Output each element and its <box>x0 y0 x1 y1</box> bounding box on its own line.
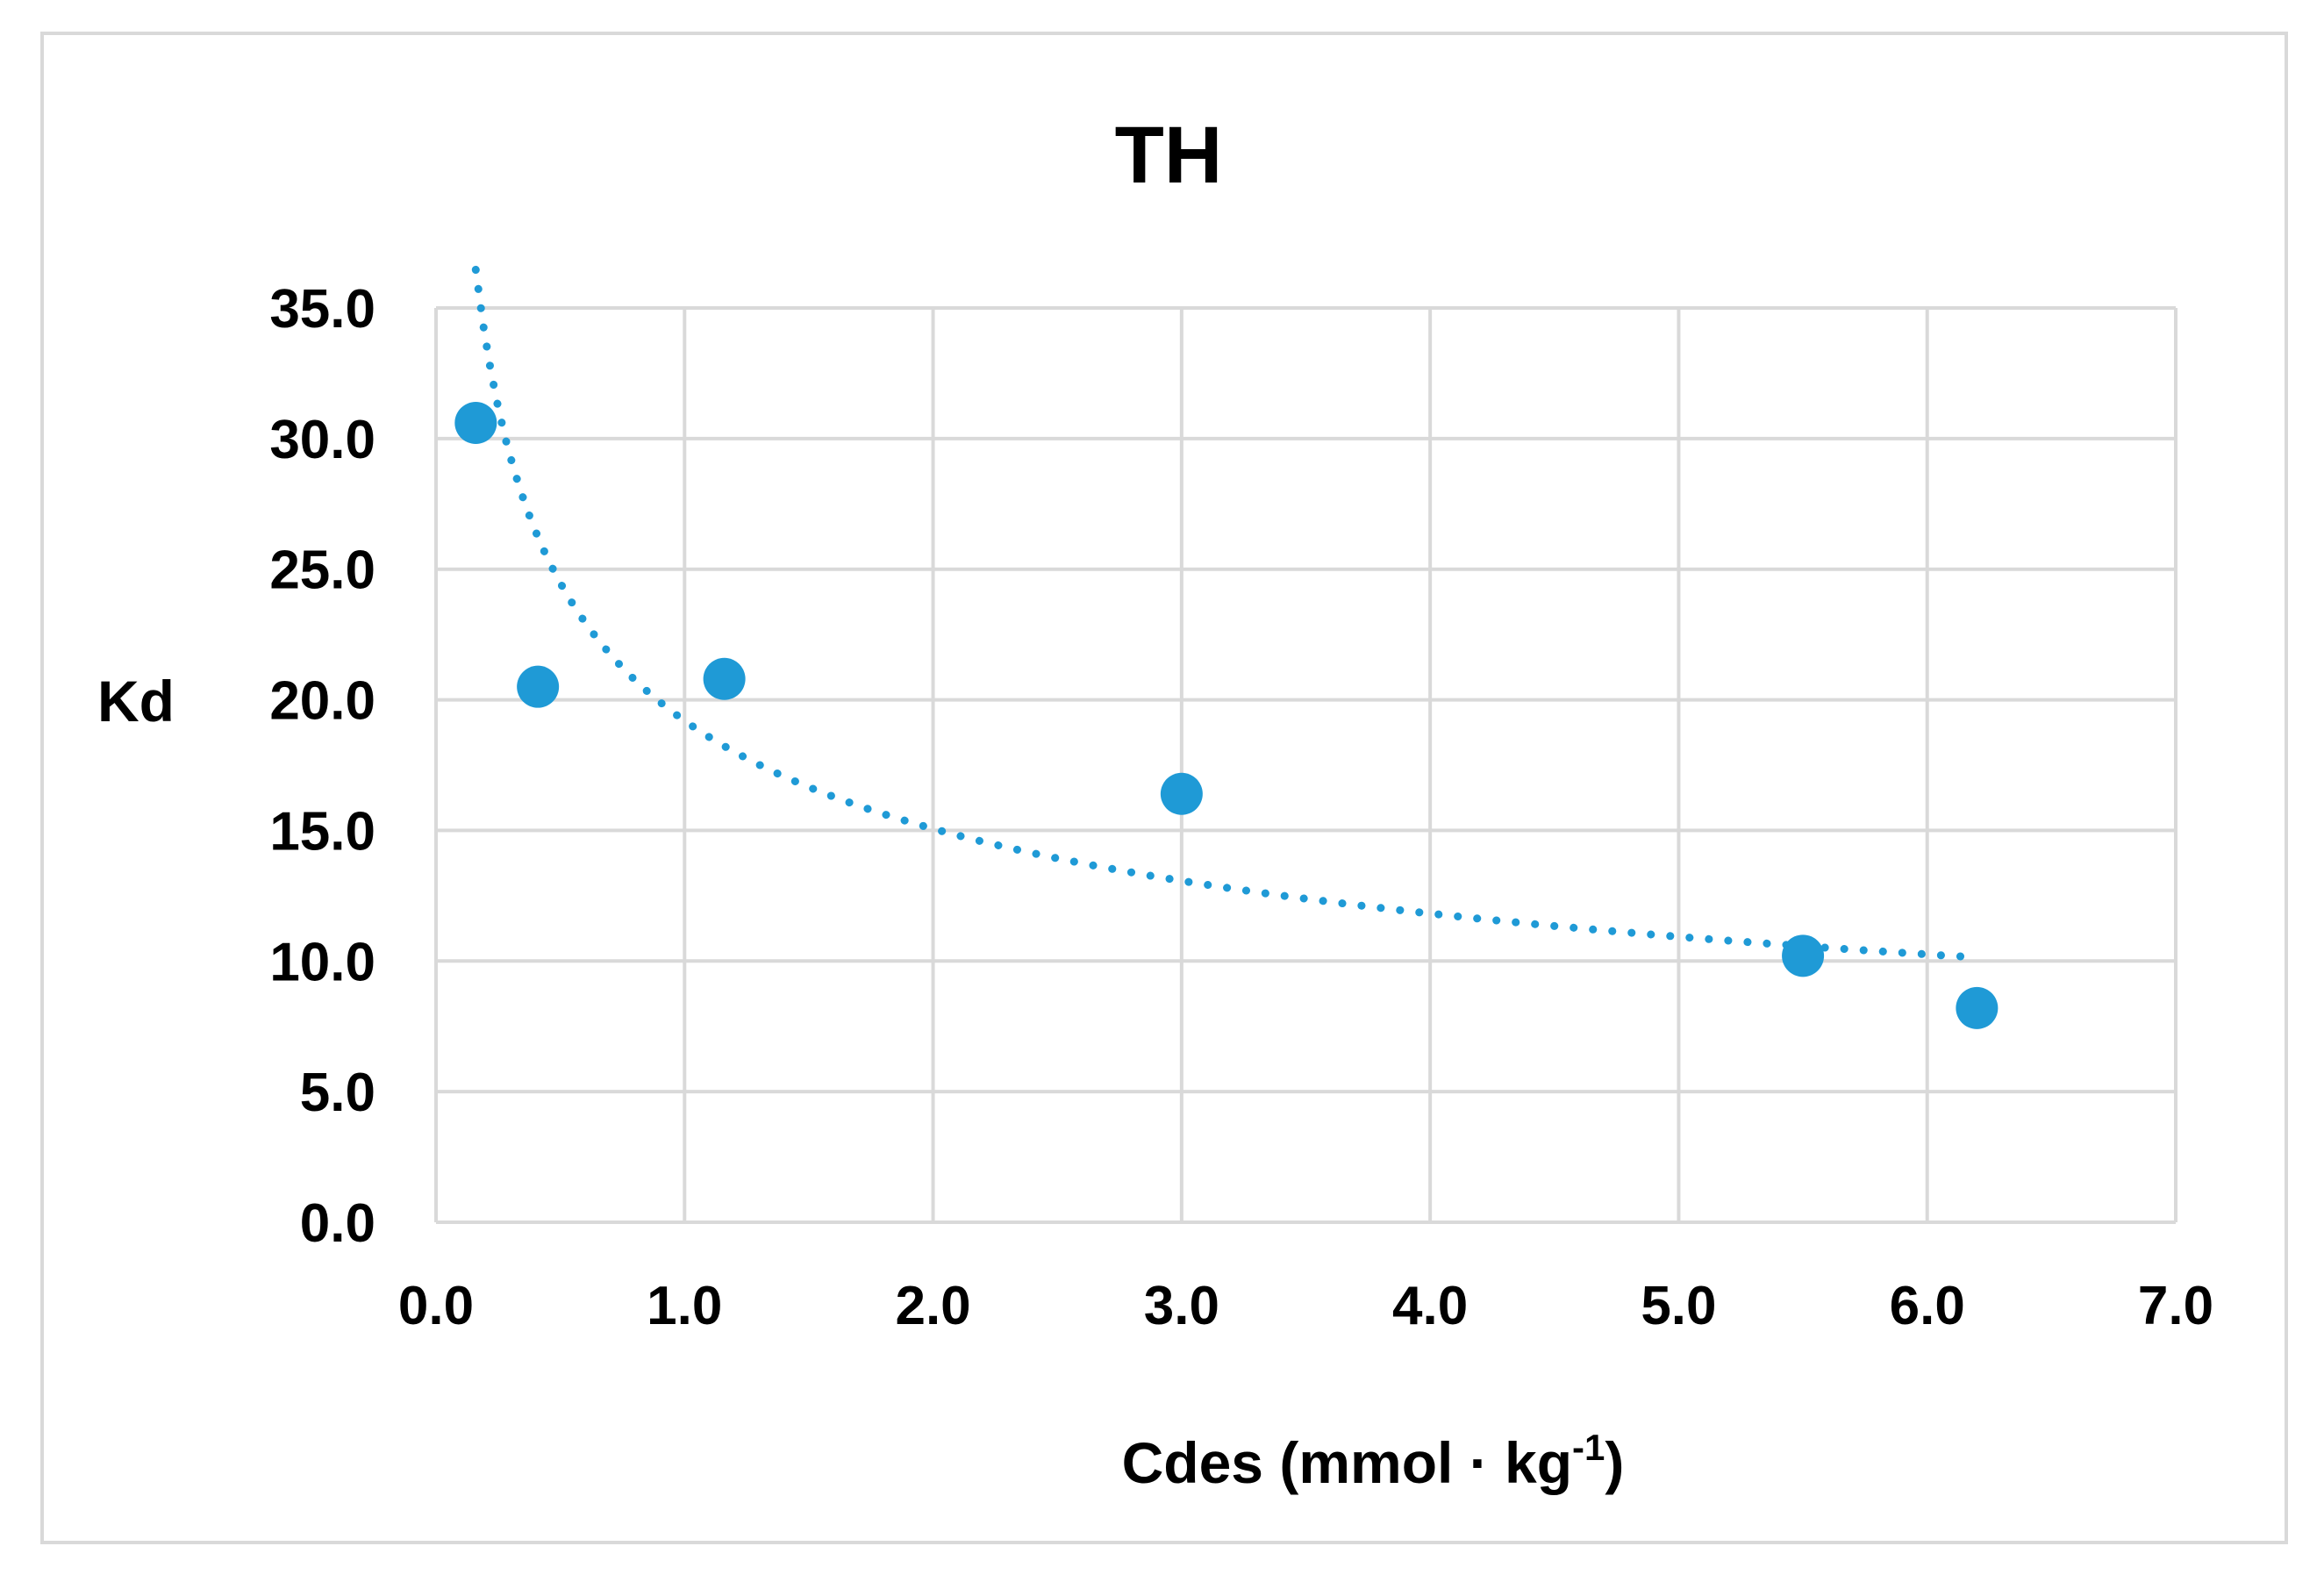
y-tick-label: 35.0 <box>269 279 375 340</box>
y-tick-label: 30.0 <box>269 410 375 470</box>
x-tick-label: 6.0 <box>1890 1276 1965 1336</box>
data-point <box>1782 934 1825 977</box>
data-point <box>1956 986 1999 1029</box>
x-tick-label: 0.0 <box>398 1276 474 1336</box>
x-tick-label: 2.0 <box>895 1276 970 1336</box>
x-tick-labels: 0.0 1.0 2.0 3.0 4.0 5.0 6.0 7.0 <box>398 1276 2213 1336</box>
x-axis-label-close: ) <box>1605 1430 1624 1495</box>
data-point <box>454 401 497 444</box>
points-layer <box>454 401 1999 1029</box>
x-tick-label: 7.0 <box>2138 1276 2213 1336</box>
y-tick-label: 0.0 <box>300 1193 375 1254</box>
grid-layer <box>434 306 2177 1224</box>
y-tick-label: 5.0 <box>300 1063 375 1123</box>
y-tick-label: 25.0 <box>269 540 375 601</box>
x-tick-label: 4.0 <box>1392 1276 1468 1336</box>
x-axis-label: Cdes (mmol · kg-1) <box>1122 1427 1625 1495</box>
y-axis-label: Kd <box>97 669 175 734</box>
data-point <box>703 657 746 700</box>
y-tick-labels: 0.0 5.0 10.0 15.0 20.0 25.0 30.0 35.0 <box>269 279 375 1254</box>
x-tick-label: 5.0 <box>1641 1276 1716 1336</box>
x-tick-label: 1.0 <box>647 1276 722 1336</box>
x-axis-label-superscript: -1 <box>1572 1427 1605 1468</box>
trendline <box>471 265 1981 962</box>
chart-title: TH <box>1115 111 1223 200</box>
data-point <box>517 665 560 708</box>
y-tick-label: 10.0 <box>269 932 375 992</box>
x-axis-label-main: Cdes (mmol · kg <box>1122 1430 1572 1495</box>
data-point <box>1160 772 1203 815</box>
y-tick-label: 20.0 <box>269 671 375 732</box>
trendline-layer <box>471 265 1981 962</box>
x-tick-label: 3.0 <box>1144 1276 1219 1336</box>
y-tick-label: 15.0 <box>269 801 375 862</box>
